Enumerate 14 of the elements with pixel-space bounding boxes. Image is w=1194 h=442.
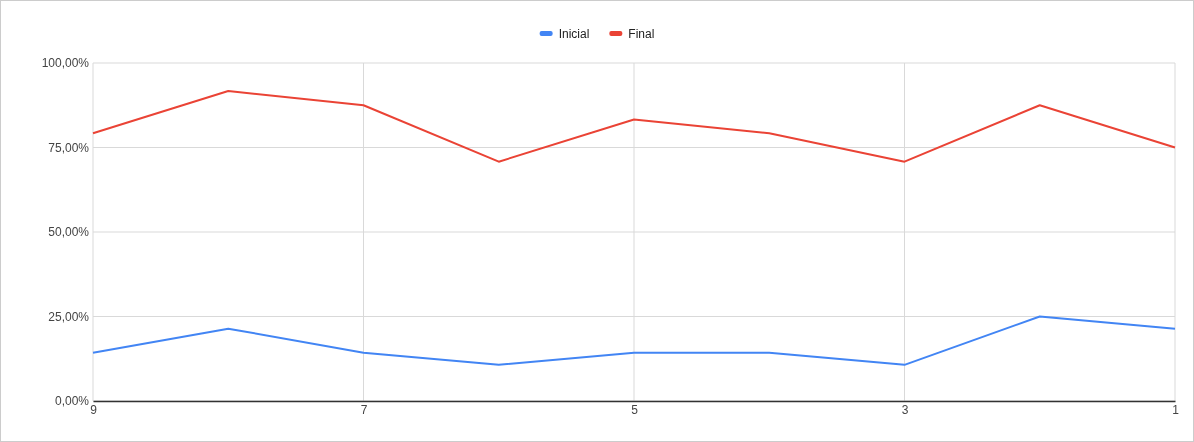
x-tick-label: 5 (631, 402, 639, 417)
y-tick-label: 50,00% (48, 225, 90, 240)
legend-label: Final (628, 27, 655, 41)
line-series (92, 90, 1176, 163)
x-tick-label: 1 (1172, 402, 1180, 417)
x-tick-label: 7 (360, 402, 368, 417)
x-tick-label: 3 (901, 402, 909, 417)
y-tick-label: 75,00% (48, 140, 90, 155)
line-series (92, 315, 1176, 366)
y-tick-label: 100,00% (41, 56, 90, 71)
legend-label: Inicial (558, 27, 590, 41)
x-tick-label: 9 (90, 402, 98, 417)
y-tick-label: 25,00% (48, 309, 90, 324)
y-tick-label: 0,00% (54, 394, 90, 409)
